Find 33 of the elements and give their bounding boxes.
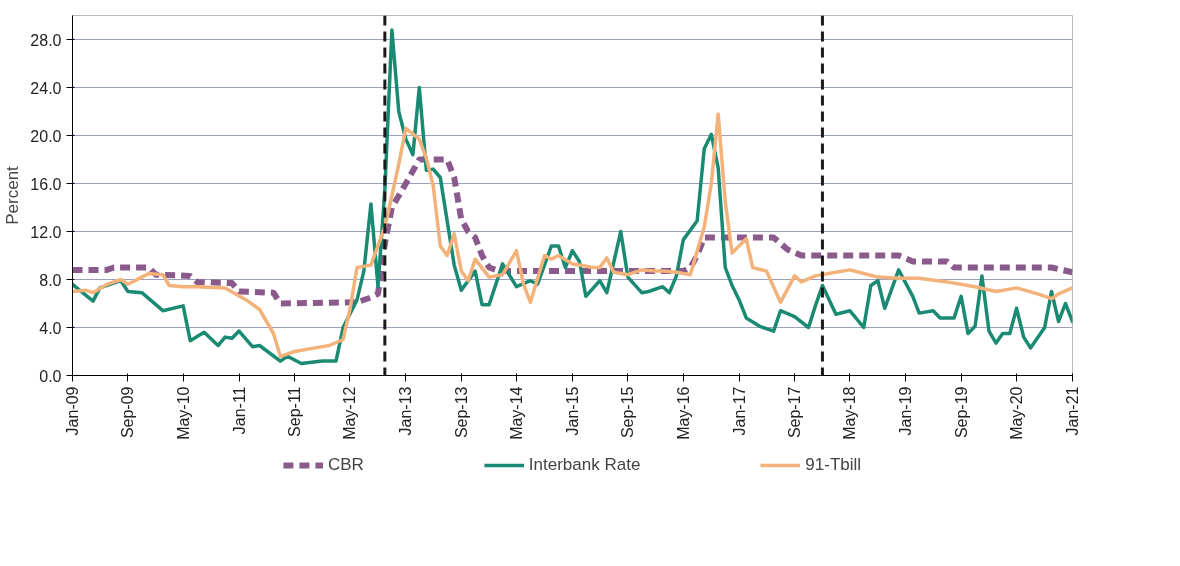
x-tick-label: May-10 (174, 386, 192, 440)
legend-label: 91-Tbill (805, 454, 862, 475)
x-tick-label: May-20 (1008, 386, 1026, 440)
x-tick-label: Sep-11 (285, 386, 303, 437)
x-tick-label: Jan-19 (897, 386, 915, 436)
x-tick-label: Sep-13 (452, 386, 470, 439)
x-tick-label: Sep-15 (619, 386, 637, 439)
legend-label: CBR (327, 454, 364, 475)
x-tick-label: Jan-17 (730, 386, 748, 436)
x-tick-label: May-18 (841, 386, 859, 440)
x-tick-label: May-16 (674, 386, 692, 440)
x-tick-label: Sep-19 (952, 386, 970, 439)
y-tick-label: 24.0 (30, 79, 62, 97)
y-tick-label: 28.0 (30, 31, 62, 49)
x-tick-label: May-14 (507, 386, 525, 440)
x-tick-label: Jan-11 (230, 386, 248, 435)
x-tick-label: Jan-15 (563, 386, 581, 436)
x-tick-label: Jan-09 (64, 386, 81, 436)
y-tick-label: 16.0 (30, 175, 62, 193)
x-tick-label: Sep-09 (119, 386, 137, 439)
x-tick-label: Jan-21 (1064, 386, 1081, 436)
line-series (72, 28, 1073, 366)
y-tick-label: 12.0 (30, 223, 62, 241)
y-tick-label: 4.0 (39, 319, 62, 337)
y-tick-label: 20.0 (30, 127, 62, 145)
legend-label: Interbank Rate (528, 454, 641, 475)
y-axis-title: Percent (3, 165, 23, 225)
line-series (72, 112, 1073, 359)
y-tick-label: 0.0 (39, 367, 62, 385)
y-tick-label: 8.0 (39, 271, 62, 289)
x-tick-label: Sep-17 (786, 386, 804, 439)
x-tick-label: May-12 (341, 386, 359, 440)
x-tick-label: Jan-13 (397, 386, 415, 436)
